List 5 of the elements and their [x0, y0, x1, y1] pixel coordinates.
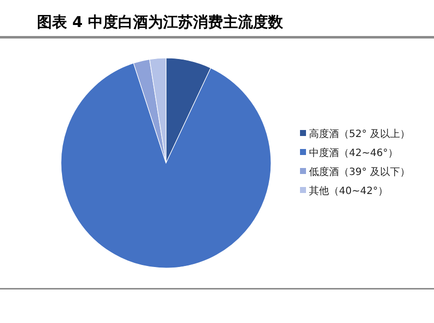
legend-label: 中度酒（42~46°）: [309, 147, 398, 159]
legend-label: 低度酒（39° 及以下）: [309, 166, 410, 178]
legend-label: 高度酒（52° 及以上）: [309, 128, 410, 140]
chart-title: 图表 4 中度白酒为江苏消费主流度数: [37, 13, 284, 31]
legend-label: 其他（40~42°）: [309, 185, 388, 197]
